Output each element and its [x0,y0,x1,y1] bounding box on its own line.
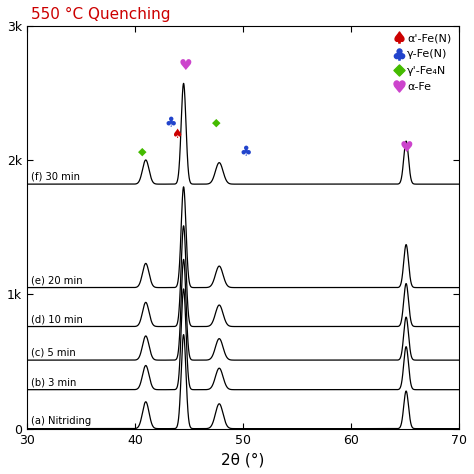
Text: (f) 30 min: (f) 30 min [31,172,80,182]
Text: ♥: ♥ [399,140,413,155]
Text: ♣: ♣ [164,117,177,131]
Text: 550 °C Quenching: 550 °C Quenching [31,7,171,22]
X-axis label: 2θ (°): 2θ (°) [221,452,264,467]
Text: (e) 20 min: (e) 20 min [31,275,83,285]
Text: (c) 5 min: (c) 5 min [31,348,76,358]
Text: (a) Nitriding: (a) Nitriding [31,416,91,426]
Legend: α'-Fe(N), γ-Fe(N), γ'-Fe₄N, α-Fe: α'-Fe(N), γ-Fe(N), γ'-Fe₄N, α-Fe [392,31,454,94]
Text: (b) 3 min: (b) 3 min [31,377,77,387]
Text: ♣: ♣ [240,145,253,159]
Text: ◆: ◆ [212,118,220,128]
Text: ♠: ♠ [172,128,182,141]
Text: ♥: ♥ [179,58,192,73]
Text: ◆: ◆ [138,146,147,156]
Text: (d) 10 min: (d) 10 min [31,314,83,324]
